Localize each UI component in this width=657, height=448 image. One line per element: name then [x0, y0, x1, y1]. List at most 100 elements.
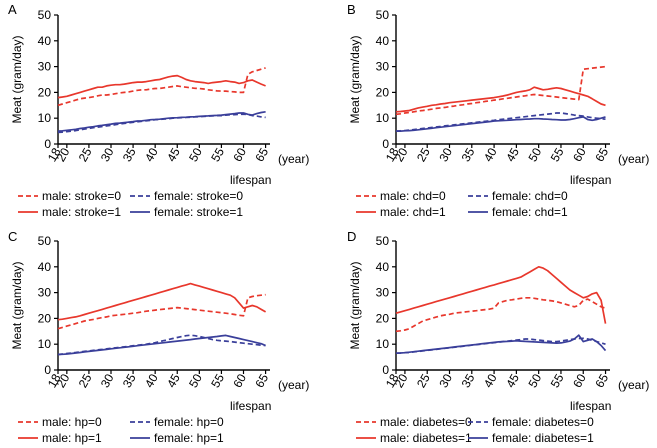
x-tick-label: 18 [383, 371, 402, 390]
legend-label: male: diabetes=1 [380, 431, 472, 445]
x-tick-label: 30 [98, 145, 117, 164]
series-line-1 [57, 113, 266, 134]
x-unit-label: (year) [618, 378, 649, 392]
x-tick-label: 55 [208, 371, 227, 390]
y-tick-label: 20 [376, 85, 390, 99]
x-tick-label: 40 [481, 145, 500, 164]
y-tick-label: 30 [38, 286, 52, 300]
x-tick-label: 45 [164, 145, 183, 164]
series-line-3 [57, 110, 266, 132]
legend-label: female: hp=0 [154, 415, 224, 429]
legend-label: female: diabetes=0 [492, 415, 594, 429]
series-line-0 [57, 293, 266, 330]
series-line-3 [396, 116, 606, 132]
y-tick-label: 50 [38, 8, 52, 22]
legend-label: female: chd=1 [492, 205, 568, 219]
y-tick-label: 40 [376, 34, 390, 48]
x-tick-label: 40 [481, 371, 500, 390]
x-tick-label: 20 [392, 145, 411, 164]
x-tick-label: 45 [503, 145, 522, 164]
y-axis-title: Meat (gram/day) [348, 35, 362, 123]
x-tick-label: 50 [186, 371, 205, 390]
x-tick-label: 60 [230, 145, 249, 164]
x-tick-label: 35 [120, 145, 139, 164]
legend-label: male: diabetes=0 [380, 415, 472, 429]
x-tick-label: 40 [142, 145, 161, 164]
x-unit-label: (year) [278, 378, 309, 392]
panel-letter: B [347, 2, 356, 17]
panel-letter: C [8, 229, 17, 244]
x-tick-label: 30 [98, 371, 117, 390]
panel-letter: D [347, 229, 356, 244]
legend-label: male: hp=0 [42, 415, 102, 429]
legend-label: male: chd=0 [380, 189, 446, 203]
x-tick-label: 18 [383, 145, 402, 164]
y-axis-title: Meat (gram/day) [348, 261, 362, 349]
series-line-2 [395, 265, 607, 324]
series-line-3 [57, 334, 266, 356]
y-tick-label: 30 [376, 286, 390, 300]
panel-letter: A [8, 2, 17, 17]
series-line-1 [395, 337, 606, 355]
x-tick-label: 25 [414, 145, 433, 164]
x-tick-label: 55 [548, 145, 567, 164]
x-tick-label: 18 [45, 371, 64, 390]
x-axis-title: lifespan [230, 173, 271, 187]
y-tick-label: 40 [38, 260, 52, 274]
y-tick-label: 0 [382, 363, 389, 377]
x-tick-label: 60 [570, 371, 589, 390]
x-tick-label: 35 [459, 145, 478, 164]
x-axis-title: lifespan [570, 399, 611, 413]
series-line-2 [395, 86, 606, 113]
x-tick-label: 25 [76, 145, 95, 164]
x-tick-label: 65 [252, 145, 271, 164]
y-tick-label: 10 [376, 337, 390, 351]
x-tick-label: 50 [186, 145, 205, 164]
series-line-0 [395, 65, 606, 116]
y-tick-label: 0 [44, 363, 51, 377]
series-line-0 [57, 67, 266, 107]
y-tick-label: 20 [38, 85, 52, 99]
y-tick-label: 0 [44, 137, 51, 151]
x-tick-label: 30 [436, 371, 455, 390]
x-tick-label: 55 [548, 371, 567, 390]
x-tick-label: 20 [54, 371, 73, 390]
y-tick-label: 30 [38, 60, 52, 74]
legend-label: female: chd=0 [492, 189, 568, 203]
y-tick-label: 40 [38, 34, 52, 48]
x-tick-label: 25 [76, 371, 95, 390]
series-line-3 [395, 334, 607, 355]
x-tick-label: 20 [54, 145, 73, 164]
x-tick-label: 55 [208, 145, 227, 164]
x-axis-title: lifespan [230, 399, 271, 413]
series-line-0 [395, 296, 606, 333]
y-tick-label: 40 [376, 260, 390, 274]
legend-label: female: stroke=0 [154, 189, 243, 203]
legend-label: male: chd=1 [380, 205, 446, 219]
x-tick-label: 45 [503, 371, 522, 390]
y-tick-label: 20 [38, 311, 52, 325]
x-tick-label: 50 [525, 145, 544, 164]
x-tick-label: 35 [120, 371, 139, 390]
y-axis-title: Meat (gram/day) [10, 35, 24, 123]
x-tick-label: 30 [436, 145, 455, 164]
y-tick-label: 10 [376, 111, 390, 125]
legend-label: male: stroke=1 [42, 205, 121, 219]
x-tick-label: 65 [592, 145, 611, 164]
x-tick-label: 60 [570, 145, 589, 164]
y-tick-label: 0 [382, 137, 389, 151]
x-tick-label: 25 [414, 371, 433, 390]
y-tick-label: 50 [376, 8, 390, 22]
series-line-2 [57, 74, 266, 99]
y-tick-label: 10 [38, 111, 52, 125]
legend-label: female: hp=1 [154, 431, 224, 445]
y-tick-label: 30 [376, 60, 390, 74]
x-unit-label: (year) [278, 152, 309, 166]
x-tick-label: 18 [45, 145, 64, 164]
legend-label: female: stroke=1 [154, 205, 243, 219]
